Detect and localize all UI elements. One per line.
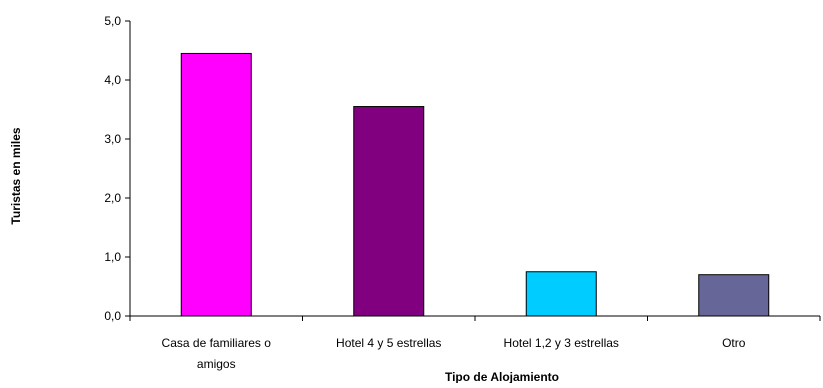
x-tick-label: Hotel 1,2 y 3 estrellas <box>504 336 619 350</box>
x-tick-label: amigos <box>197 357 236 371</box>
bars <box>180 52 770 317</box>
y-axis-title: Turistas en miles <box>9 127 23 224</box>
y-ticks: 0,0 1,0 2,0 3,0 4,0 5,0 <box>104 14 821 323</box>
y-tick-label: 3,0 <box>104 132 121 146</box>
y-tick-label: 5,0 <box>104 14 121 28</box>
x-tick-labels: Casa de familiares o amigos Hotel 4 y 5 es… <box>162 336 746 371</box>
bar-4 <box>698 274 770 317</box>
x-axis-title: Tipo de Alojamiento <box>445 370 559 383</box>
x-tick-label: Casa de familiares o <box>162 336 272 350</box>
x-tick-label: Otro <box>722 336 746 350</box>
y-tick-label: 4,0 <box>104 73 121 87</box>
x-tick-label: Hotel 4 y 5 estrellas <box>336 336 441 350</box>
bar-2 <box>353 106 425 317</box>
y-tick-label: 0,0 <box>104 309 121 323</box>
y-tick-label: 1,0 <box>104 250 121 264</box>
y-tick-label: 2,0 <box>104 191 121 205</box>
bar-3 <box>525 271 597 317</box>
bar-1 <box>180 52 252 317</box>
